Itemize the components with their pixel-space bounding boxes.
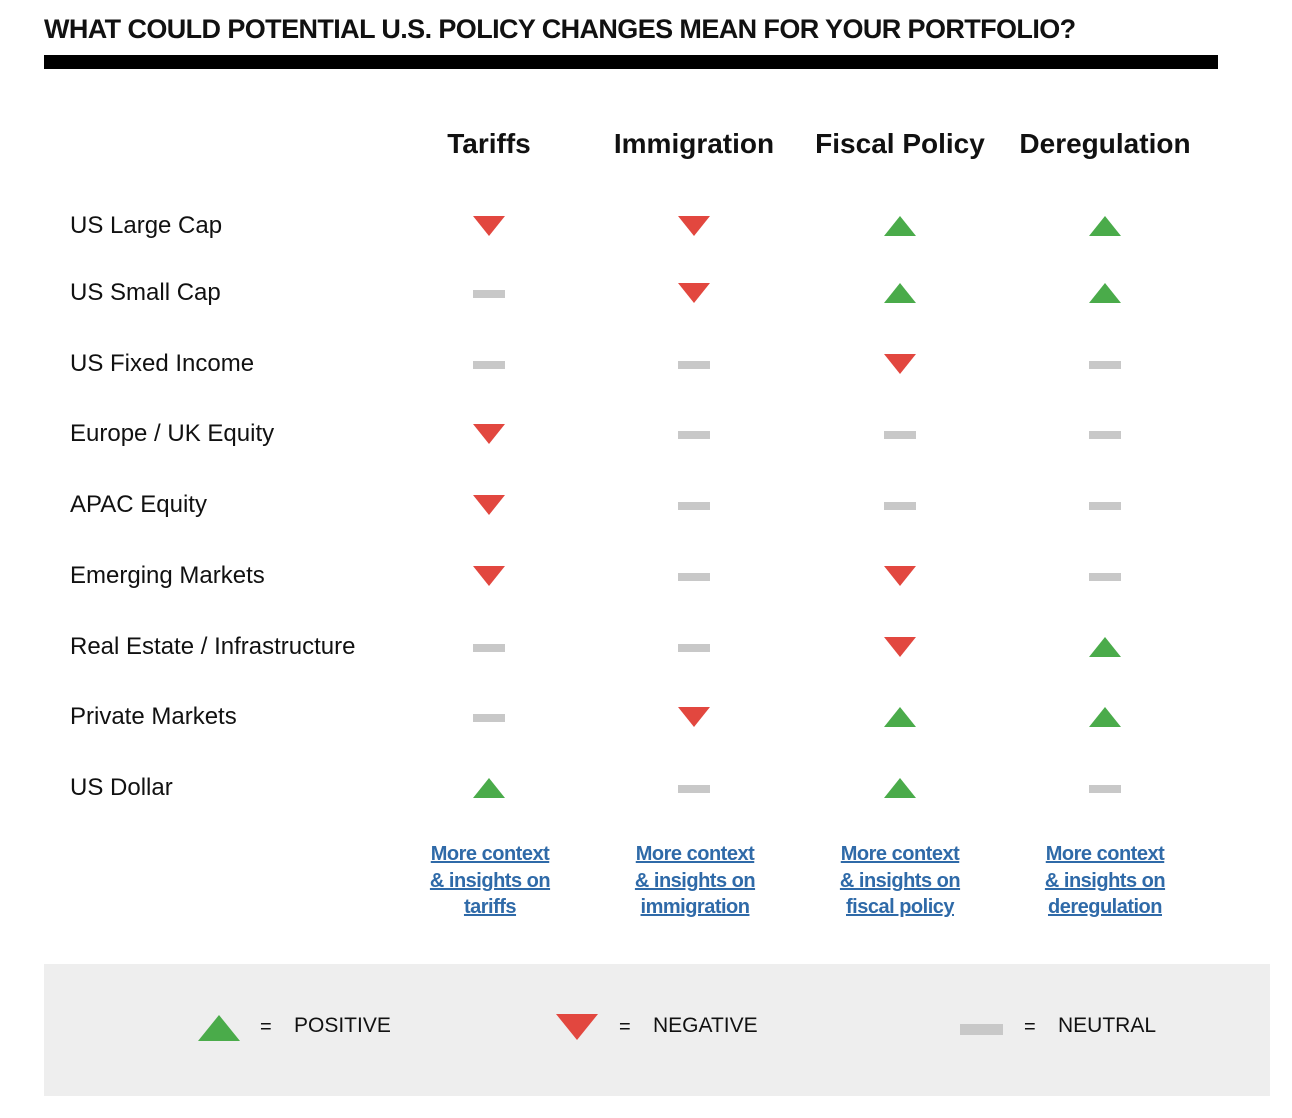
dash-icon bbox=[678, 573, 710, 581]
dash-icon bbox=[473, 290, 505, 298]
triangle-down-icon bbox=[884, 637, 916, 657]
legend-equals: = bbox=[1024, 1016, 1036, 1038]
link-tariffs-insights[interactable]: More context & insights on tariffs bbox=[405, 841, 575, 921]
triangle-down-icon bbox=[473, 216, 505, 236]
legend: = POSITIVE = NEGATIVE = NEUTRAL bbox=[44, 964, 1270, 1096]
page-title: WHAT COULD POTENTIAL U.S. POLICY CHANGES… bbox=[44, 14, 1076, 44]
row-label: US Dollar bbox=[70, 774, 173, 801]
row-label: US Large Cap bbox=[70, 212, 223, 239]
triangle-up-icon bbox=[473, 778, 505, 798]
link-line: More context bbox=[430, 843, 550, 865]
triangle-up-icon bbox=[884, 707, 916, 727]
link-line: & insights on bbox=[839, 869, 961, 892]
link-line: deregulation bbox=[1047, 896, 1163, 918]
row-label: Emerging Markets bbox=[70, 562, 265, 589]
dash-icon bbox=[678, 785, 710, 793]
dash-icon bbox=[884, 431, 916, 439]
row-label: APAC Equity bbox=[70, 491, 207, 518]
dash-icon bbox=[678, 644, 710, 652]
link-immigration-insights[interactable]: More context & insights on immigration bbox=[610, 841, 780, 921]
dash-icon bbox=[1089, 431, 1121, 439]
link-line: tariffs bbox=[463, 896, 517, 918]
link-line: More context bbox=[840, 843, 960, 865]
triangle-up-icon bbox=[1089, 283, 1121, 303]
link-line: More context bbox=[1045, 843, 1165, 865]
column-header-fiscal-policy: Fiscal Policy bbox=[815, 128, 985, 159]
legend-label-neutral: NEUTRAL bbox=[1058, 1014, 1157, 1037]
triangle-up-icon bbox=[1089, 637, 1121, 657]
column-header-deregulation: Deregulation bbox=[1019, 128, 1191, 159]
triangle-down-icon bbox=[678, 216, 710, 236]
dash-icon bbox=[884, 502, 916, 510]
row-label: Europe / UK Equity bbox=[70, 420, 275, 447]
legend-label-positive: POSITIVE bbox=[294, 1014, 391, 1037]
triangle-down-icon bbox=[678, 707, 710, 727]
dash-icon bbox=[473, 361, 505, 369]
dash-icon bbox=[678, 431, 710, 439]
link-line: More context bbox=[635, 843, 755, 865]
dash-icon bbox=[1089, 502, 1121, 510]
triangle-up-icon bbox=[198, 1015, 240, 1041]
column-header-immigration: Immigration bbox=[613, 128, 775, 159]
triangle-down-icon bbox=[473, 566, 505, 586]
row-label: US Fixed Income bbox=[70, 350, 255, 377]
title-divider bbox=[44, 55, 1218, 69]
row-label: US Small Cap bbox=[70, 279, 221, 306]
triangle-down-icon bbox=[678, 283, 710, 303]
dash-icon bbox=[473, 714, 505, 722]
link-line: & insights on bbox=[429, 869, 551, 892]
triangle-down-icon bbox=[884, 354, 916, 374]
link-line: & insights on bbox=[634, 869, 756, 892]
row-label: Real Estate / Infrastructure bbox=[70, 633, 356, 660]
legend-equals: = bbox=[260, 1016, 272, 1038]
link-line: immigration bbox=[640, 896, 750, 918]
link-fiscal-policy-insights[interactable]: More context & insights on fiscal policy bbox=[815, 841, 985, 921]
triangle-up-icon bbox=[884, 216, 916, 236]
triangle-down-icon bbox=[473, 424, 505, 444]
legend-label-negative: NEGATIVE bbox=[653, 1014, 758, 1037]
triangle-down-icon bbox=[556, 1014, 598, 1040]
dash-icon bbox=[1089, 573, 1121, 581]
link-line: & insights on bbox=[1044, 869, 1166, 892]
dash-icon bbox=[1089, 361, 1121, 369]
dash-icon bbox=[960, 1024, 1003, 1035]
dash-icon bbox=[1089, 785, 1121, 793]
link-line: fiscal policy bbox=[846, 896, 955, 918]
triangle-up-icon bbox=[1089, 707, 1121, 727]
link-deregulation-insights[interactable]: More context & insights on deregulation bbox=[1020, 841, 1190, 921]
dash-icon bbox=[473, 644, 505, 652]
triangle-down-icon bbox=[884, 566, 916, 586]
dash-icon bbox=[678, 361, 710, 369]
dash-icon bbox=[678, 502, 710, 510]
column-header-tariffs: Tariffs bbox=[447, 128, 531, 159]
legend-equals: = bbox=[619, 1016, 631, 1038]
triangle-up-icon bbox=[884, 778, 916, 798]
triangle-up-icon bbox=[1089, 216, 1121, 236]
triangle-up-icon bbox=[884, 283, 916, 303]
row-label: Private Markets bbox=[70, 703, 237, 730]
triangle-down-icon bbox=[473, 495, 505, 515]
